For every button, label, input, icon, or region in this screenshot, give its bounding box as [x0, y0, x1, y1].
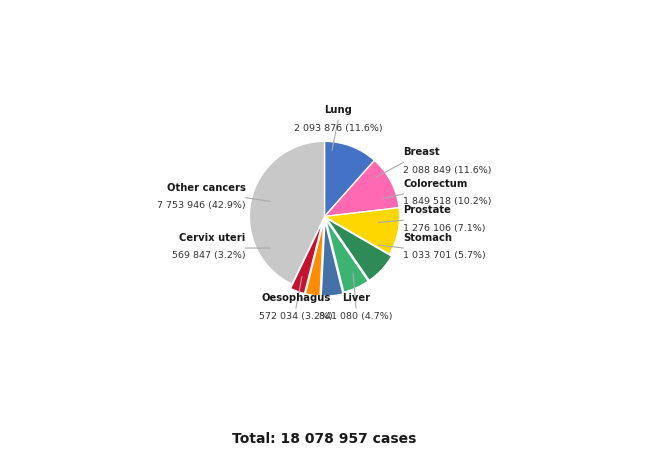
Wedge shape — [305, 221, 324, 296]
Text: 1 849 518 (10.2%): 1 849 518 (10.2%) — [404, 198, 492, 206]
Wedge shape — [291, 221, 323, 294]
Text: 1 276 106 (7.1%): 1 276 106 (7.1%) — [404, 224, 486, 233]
Wedge shape — [324, 141, 374, 216]
Text: 841 080 (4.7%): 841 080 (4.7%) — [319, 312, 393, 321]
Text: 572 034 (3.2%): 572 034 (3.2%) — [259, 312, 333, 321]
Wedge shape — [321, 221, 343, 296]
Text: Cervix uteri: Cervix uteri — [179, 233, 245, 243]
Text: Stomach: Stomach — [404, 233, 452, 243]
Text: Liver: Liver — [342, 293, 370, 303]
Wedge shape — [324, 161, 399, 216]
Text: 2 093 876 (11.6%): 2 093 876 (11.6%) — [294, 124, 382, 133]
Text: Other cancers: Other cancers — [167, 183, 245, 193]
Text: Breast: Breast — [404, 147, 440, 157]
Text: Lung: Lung — [324, 106, 352, 115]
Text: 569 847 (3.2%): 569 847 (3.2%) — [172, 251, 245, 260]
Wedge shape — [249, 141, 324, 284]
Text: Colorectum: Colorectum — [404, 179, 468, 189]
Wedge shape — [326, 219, 392, 281]
Text: Total: 18 078 957 cases: Total: 18 078 957 cases — [232, 433, 417, 446]
Wedge shape — [324, 208, 400, 254]
Text: Oesophagus: Oesophagus — [262, 293, 330, 303]
Text: 7 753 946 (42.9%): 7 753 946 (42.9%) — [157, 201, 245, 210]
Wedge shape — [326, 219, 368, 292]
Text: 1 033 701 (5.7%): 1 033 701 (5.7%) — [404, 251, 486, 260]
Text: Prostate: Prostate — [404, 205, 451, 216]
Text: 2 088 849 (11.6%): 2 088 849 (11.6%) — [404, 166, 492, 175]
